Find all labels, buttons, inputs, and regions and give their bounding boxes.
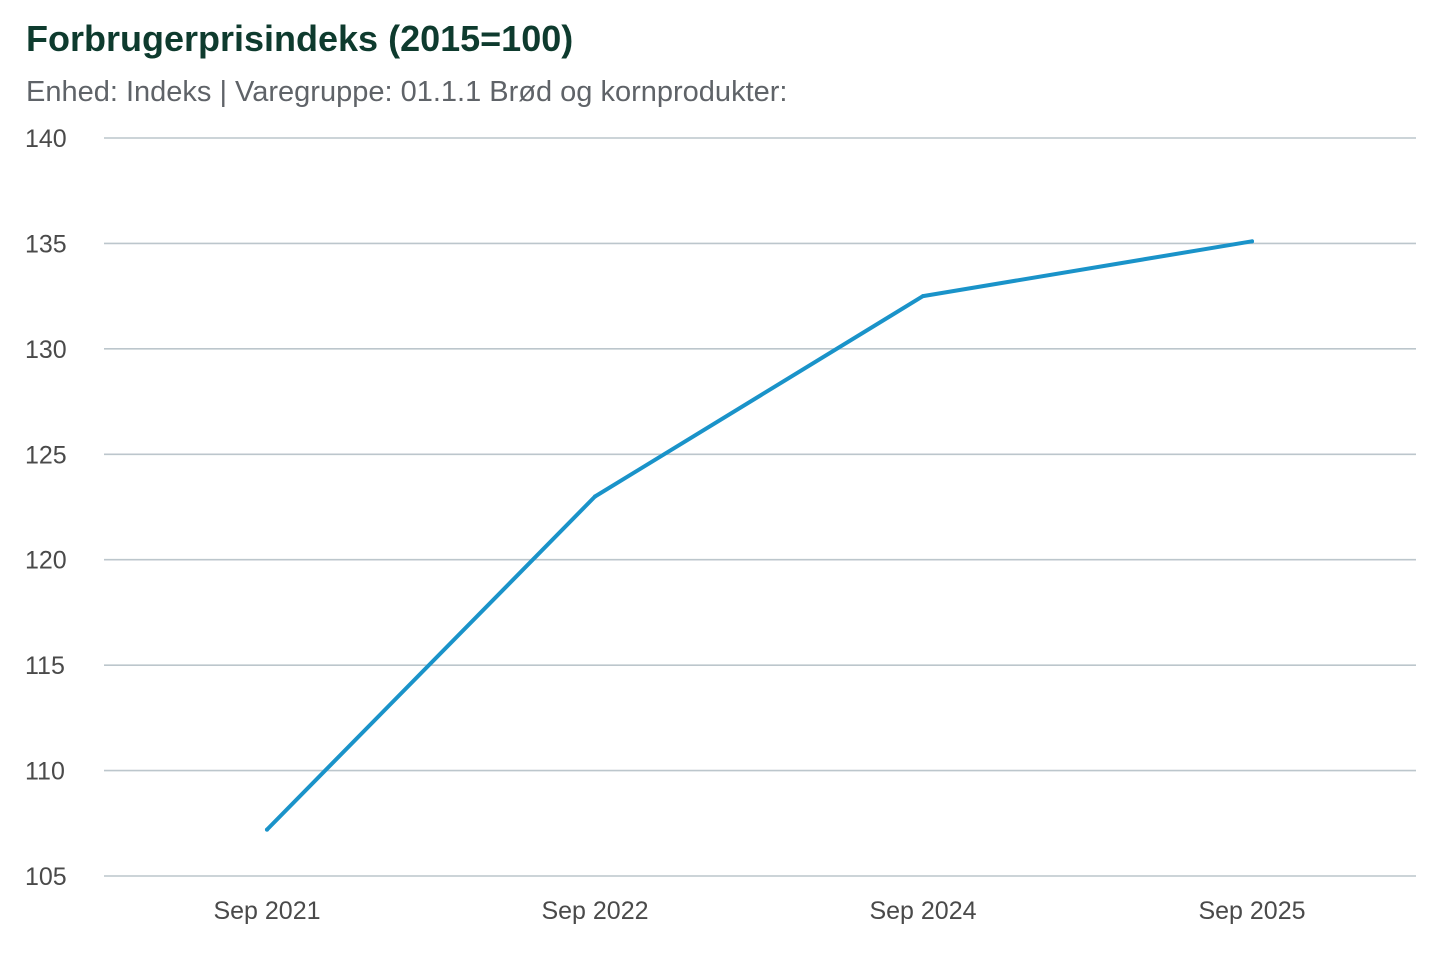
y-axis-ticks: 105 110 115 120 125 130 135 140	[25, 125, 67, 891]
data-point[interactable]	[1250, 239, 1254, 244]
y-tick-label: 130	[25, 336, 67, 364]
y-tick-label: 115	[25, 652, 65, 680]
x-tick-label: Sep 2021	[213, 897, 320, 925]
x-tick-label: Sep 2022	[541, 897, 648, 925]
y-tick-label: 105	[25, 863, 67, 891]
y-tick-label: 120	[25, 547, 67, 575]
y-tick-label: 140	[25, 125, 67, 153]
data-point[interactable]	[265, 827, 269, 832]
gridlines	[104, 137, 1416, 877]
chart-title: Forbrugerprisindeks (2015=100)	[26, 18, 574, 59]
x-tick-label: Sep 2024	[869, 897, 976, 925]
data-point[interactable]	[921, 294, 925, 299]
chart-subtitle: Enhed: Indeks | Varegruppe: 01.1.1 Brød …	[26, 76, 788, 108]
y-tick-label: 135	[25, 230, 67, 258]
y-tick-label: 125	[25, 441, 67, 469]
x-axis-ticks: Sep 2021 Sep 2022 Sep 2024 Sep 2025	[213, 897, 1305, 925]
series-line-0	[265, 239, 1254, 832]
x-tick-label: Sep 2025	[1198, 897, 1305, 925]
series-group	[265, 239, 1254, 832]
data-point[interactable]	[593, 494, 597, 499]
y-tick-label: 110	[25, 758, 65, 786]
